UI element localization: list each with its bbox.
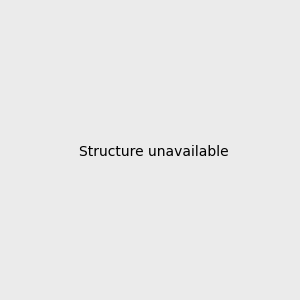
- Text: Structure unavailable: Structure unavailable: [79, 145, 229, 158]
